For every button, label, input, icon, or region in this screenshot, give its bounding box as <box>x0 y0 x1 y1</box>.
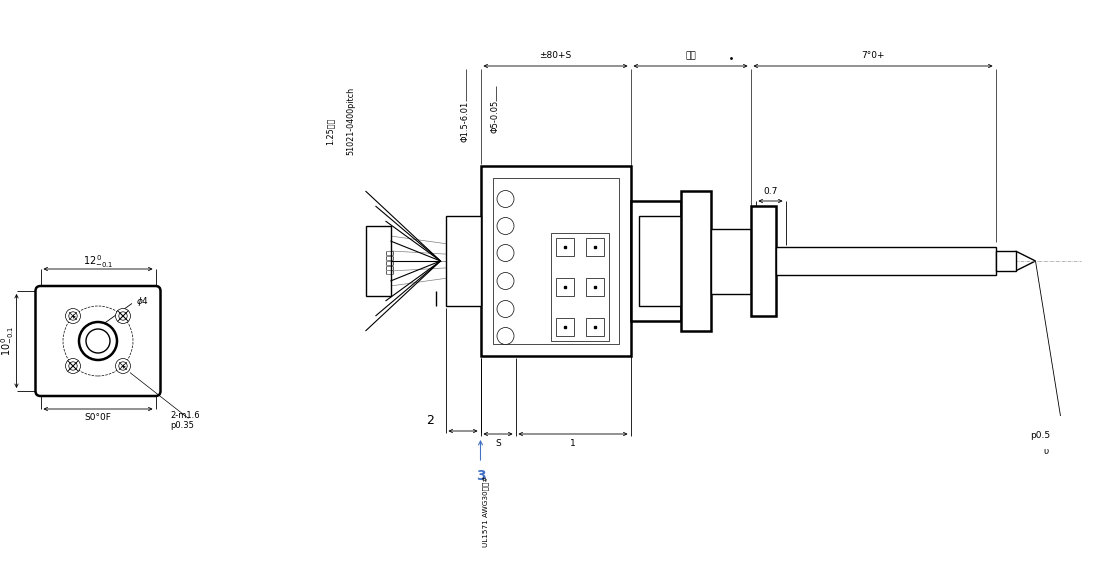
Text: $10^{\,0}_{-0.1}$: $10^{\,0}_{-0.1}$ <box>0 326 15 356</box>
Circle shape <box>65 309 80 324</box>
Text: $\phi$4: $\phi$4 <box>137 295 149 307</box>
Text: 接线工端图: 接线工端图 <box>386 249 395 274</box>
Text: 1: 1 <box>570 439 576 448</box>
Bar <box>480 166 631 356</box>
Circle shape <box>497 245 514 261</box>
Bar <box>492 178 619 344</box>
Circle shape <box>68 312 77 320</box>
Text: ±80+S: ±80+S <box>539 52 571 61</box>
Text: 3: 3 <box>476 469 486 483</box>
Text: UL1571 AWG30系列#: UL1571 AWG30系列# <box>482 475 489 547</box>
Text: Φ1.5-6.01: Φ1.5-6.01 <box>461 100 470 141</box>
Bar <box>446 216 480 306</box>
Bar <box>680 191 710 331</box>
Text: S0°0F: S0°0F <box>85 412 111 421</box>
Circle shape <box>68 362 77 370</box>
Circle shape <box>116 309 131 324</box>
Circle shape <box>86 329 110 353</box>
Text: 0.7: 0.7 <box>763 187 777 196</box>
Bar <box>995 251 1015 271</box>
Circle shape <box>119 312 128 320</box>
Text: 宽带: 宽带 <box>685 52 696 61</box>
Text: p0.35: p0.35 <box>171 421 195 430</box>
Circle shape <box>65 358 80 374</box>
Text: Φ5-0.05: Φ5-0.05 <box>491 99 500 132</box>
Bar <box>586 238 603 256</box>
Text: 2: 2 <box>426 415 435 427</box>
Bar <box>586 278 603 296</box>
Circle shape <box>497 328 514 344</box>
Circle shape <box>497 218 514 234</box>
Text: 1.25目前: 1.25目前 <box>326 117 335 145</box>
Bar <box>586 318 603 336</box>
Bar <box>556 278 574 296</box>
Circle shape <box>116 358 131 374</box>
Text: S: S <box>495 439 501 448</box>
Bar <box>550 233 609 341</box>
Text: 51021-0400pitch: 51021-0400pitch <box>346 87 355 155</box>
Bar <box>751 206 775 316</box>
Bar <box>631 201 680 321</box>
Text: 2-m1.6: 2-m1.6 <box>171 411 200 420</box>
Circle shape <box>497 301 514 318</box>
Text: υ: υ <box>1043 447 1048 456</box>
Text: p0.5: p0.5 <box>1031 431 1050 440</box>
Bar <box>639 216 680 306</box>
Bar <box>366 226 391 296</box>
FancyBboxPatch shape <box>35 286 161 396</box>
Bar <box>775 247 995 275</box>
Bar <box>710 228 751 293</box>
Circle shape <box>79 322 117 360</box>
Circle shape <box>497 191 514 208</box>
Text: $12^{\,0}_{-0.1}$: $12^{\,0}_{-0.1}$ <box>83 254 113 270</box>
Bar <box>556 318 574 336</box>
Circle shape <box>119 362 128 370</box>
Bar <box>556 238 574 256</box>
Text: 7°0+: 7°0+ <box>861 52 885 61</box>
Circle shape <box>497 273 514 289</box>
